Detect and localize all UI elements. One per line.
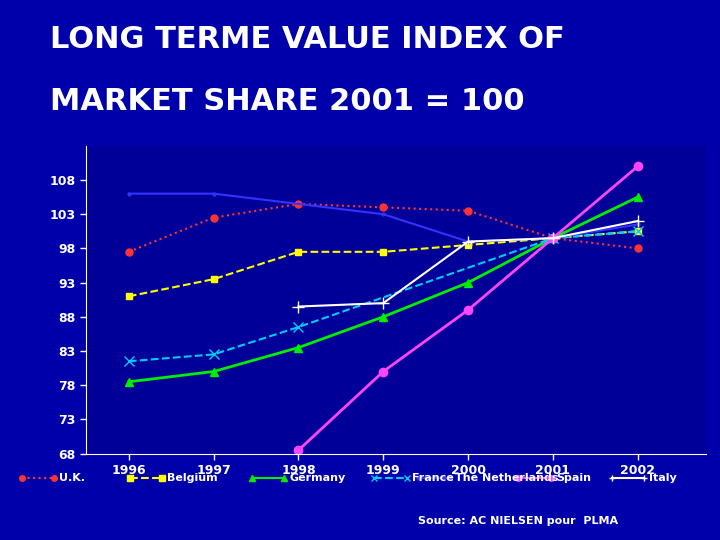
Germany (464, 279, 472, 286)
Spain (379, 368, 387, 375)
The Netherlands (379, 211, 387, 218)
U.K. (549, 235, 557, 241)
Italy (379, 300, 387, 306)
Germany (125, 379, 133, 385)
Germany (210, 368, 218, 375)
Belgium (210, 276, 218, 282)
Italy (634, 218, 642, 224)
Line: Belgium: Belgium (125, 228, 642, 300)
Spain (634, 163, 642, 170)
Germany (549, 235, 557, 241)
Belgium (125, 293, 133, 300)
Text: U.K.: U.K. (59, 473, 85, 483)
Text: Germany: Germany (289, 473, 346, 483)
France (210, 351, 218, 357)
Text: Spain: Spain (556, 473, 591, 483)
France (549, 235, 557, 241)
Belgium (464, 242, 472, 248)
U.K. (464, 207, 472, 214)
U.K. (294, 201, 303, 207)
Spain (464, 307, 472, 313)
Belgium (549, 235, 557, 241)
Belgium (294, 248, 303, 255)
Italy (294, 303, 303, 310)
Spain (294, 447, 303, 454)
Italy (549, 235, 557, 241)
U.K. (634, 245, 642, 252)
Spain (549, 235, 557, 241)
Text: Belgium: Belgium (167, 473, 217, 483)
Text: LONG TERME VALUE INDEX OF: LONG TERME VALUE INDEX OF (50, 25, 565, 54)
Line: France: France (124, 226, 643, 366)
Line: Spain: Spain (294, 162, 642, 454)
Line: Germany: Germany (125, 193, 642, 386)
The Netherlands (210, 191, 218, 197)
France (294, 324, 303, 330)
Text: MARKET SHARE 2001 = 100: MARKET SHARE 2001 = 100 (50, 86, 525, 116)
U.K. (210, 214, 218, 221)
Text: France: France (412, 473, 454, 483)
Text: The Netherlands: The Netherlands (455, 473, 559, 483)
Line: U.K.: U.K. (125, 200, 642, 255)
Line: The Netherlands: The Netherlands (126, 191, 641, 244)
The Netherlands (634, 221, 642, 228)
The Netherlands (549, 235, 557, 241)
Line: Italy: Italy (293, 215, 643, 312)
Germany (294, 345, 303, 351)
France (634, 228, 642, 234)
U.K. (379, 204, 387, 211)
The Netherlands (464, 238, 472, 245)
The Netherlands (125, 191, 133, 197)
Text: Italy: Italy (649, 473, 678, 483)
Germany (634, 194, 642, 200)
Italy (464, 238, 472, 245)
U.K. (125, 248, 133, 255)
France (125, 358, 133, 365)
Text: Source: AC NIELSEN pour  PLMA: Source: AC NIELSEN pour PLMA (418, 516, 618, 526)
Germany (379, 314, 387, 320)
Belgium (634, 228, 642, 234)
Belgium (379, 248, 387, 255)
